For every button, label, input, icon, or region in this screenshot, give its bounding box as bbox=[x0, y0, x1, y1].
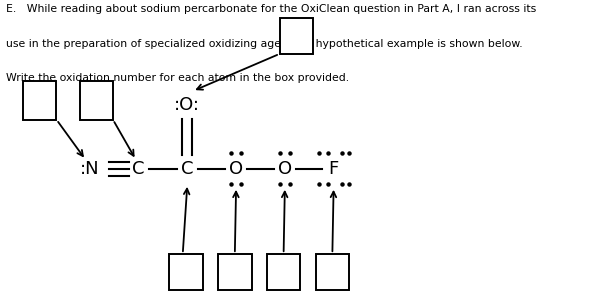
FancyBboxPatch shape bbox=[280, 18, 313, 54]
FancyBboxPatch shape bbox=[267, 254, 300, 290]
Text: :N: :N bbox=[80, 160, 100, 178]
FancyBboxPatch shape bbox=[170, 254, 203, 290]
FancyBboxPatch shape bbox=[80, 81, 113, 120]
Text: F: F bbox=[329, 160, 339, 178]
Text: Write the oxidation number for each atom in the box provided.: Write the oxidation number for each atom… bbox=[6, 73, 349, 83]
Text: E.   While reading about sodium percarbonate for the OxiClean question in Part A: E. While reading about sodium percarbona… bbox=[6, 4, 537, 14]
FancyBboxPatch shape bbox=[218, 254, 252, 290]
Text: O: O bbox=[278, 160, 292, 178]
Text: C: C bbox=[132, 160, 145, 178]
Text: O: O bbox=[229, 160, 243, 178]
Text: use in the preparation of specialized oxidizing agents. A hypothetical example i: use in the preparation of specialized ox… bbox=[6, 39, 523, 49]
Text: C: C bbox=[181, 160, 194, 178]
FancyBboxPatch shape bbox=[316, 254, 349, 290]
Text: :O:: :O: bbox=[174, 96, 200, 114]
FancyBboxPatch shape bbox=[23, 81, 57, 120]
